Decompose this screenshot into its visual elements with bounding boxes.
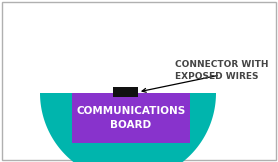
Text: CONNECTOR WITH
EXPOSED WIRES: CONNECTOR WITH EXPOSED WIRES	[175, 60, 269, 81]
Text: METROLOGY
BOARD: METROLOGY BOARD	[92, 48, 164, 72]
Bar	[72, 93, 190, 143]
Text: COMMUNICATIONS
BOARD: COMMUNICATIONS BOARD	[76, 106, 186, 130]
Bar	[113, 87, 138, 97]
Polygon shape	[40, 93, 216, 162]
